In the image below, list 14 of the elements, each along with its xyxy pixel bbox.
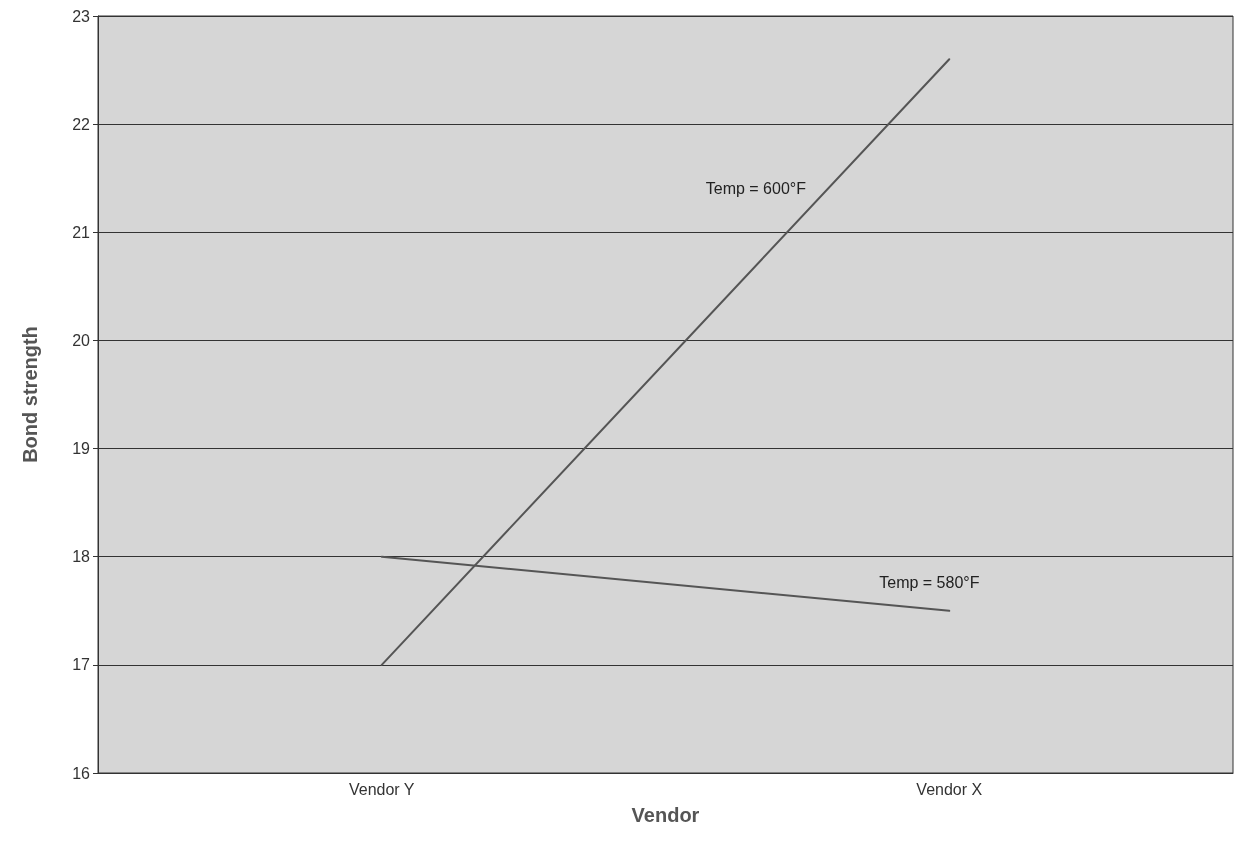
y-tick-label: 20 xyxy=(72,331,91,349)
y-tick-label: 22 xyxy=(72,115,91,133)
y-tick-label: 17 xyxy=(72,656,91,674)
x-tick-label: Vendor X xyxy=(916,780,983,798)
y-tick-label: 16 xyxy=(72,764,91,782)
x-tick-label: Vendor Y xyxy=(348,780,415,798)
x-axis-title: Vendor xyxy=(631,804,700,826)
y-axis-title: Bond strength xyxy=(19,326,41,463)
series-label: Temp = 580°F xyxy=(879,574,980,592)
y-tick-label: 23 xyxy=(72,7,91,25)
y-tick-label: 21 xyxy=(72,223,91,241)
y-tick-label: 18 xyxy=(72,548,91,566)
y-tick-label: 19 xyxy=(72,440,91,458)
series-label: Temp = 600°F xyxy=(705,179,807,197)
